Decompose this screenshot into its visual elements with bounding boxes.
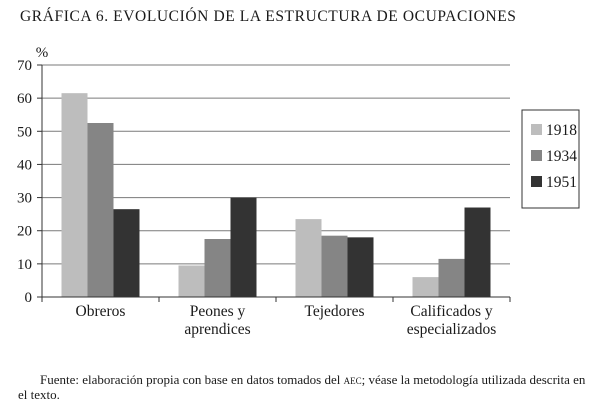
legend: 1918 1934 1951	[521, 109, 580, 209]
y-tick-label: 10	[17, 257, 32, 273]
legend-label: 1951	[546, 174, 577, 191]
legend-swatch	[531, 124, 542, 135]
bar	[438, 258, 465, 297]
category-label: Peones y	[190, 303, 246, 320]
category-label: Obreros	[76, 303, 126, 320]
bar	[230, 197, 257, 297]
bar	[321, 235, 348, 297]
bar	[87, 123, 114, 297]
gridlines	[42, 64, 510, 265]
y-tick-label: 0	[25, 290, 33, 306]
chart-title: GRÁFICA 6. EVOLUCIÓN DE LA ESTRUCTURA DE…	[20, 8, 517, 25]
bar	[61, 93, 88, 298]
source-abbr: aec	[343, 372, 362, 387]
source-prefix: Fuente: elaboración propia con base en d…	[40, 372, 344, 387]
legend-swatch	[531, 150, 542, 161]
bar	[412, 277, 439, 297]
y-tick-labels: 0 10 20 30 40 50 60 70	[17, 58, 32, 306]
axes	[37, 64, 511, 302]
bar	[178, 265, 205, 297]
bar-chart: 0 10 20 30 40 50 60 70 % Obreros Peones yaprendi…	[17, 45, 580, 338]
category-label: aprendices	[184, 321, 250, 338]
bar	[464, 207, 491, 297]
bars	[61, 93, 491, 298]
bar	[204, 239, 231, 297]
category-label: Tejedores	[304, 303, 364, 320]
category-label: Calificados y	[410, 303, 492, 320]
legend-label: 1918	[546, 122, 577, 139]
bar	[347, 237, 374, 297]
y-tick-label: 20	[17, 224, 32, 240]
y-axis-label: %	[36, 45, 49, 61]
legend-swatch	[531, 176, 542, 187]
source-note: Fuente: elaboración propia con base en d…	[18, 372, 588, 402]
category-label: especializados	[407, 321, 497, 338]
y-tick-label: 30	[17, 191, 32, 207]
y-tick-label: 50	[17, 124, 32, 140]
y-tick-label: 70	[17, 58, 32, 74]
y-tick-label: 40	[17, 157, 32, 173]
source-suffix: ; véase la metodología utilizada descrit…	[18, 372, 586, 402]
bar	[295, 219, 322, 297]
bar	[113, 209, 140, 297]
legend-label: 1934	[546, 148, 577, 165]
y-tick-label: 60	[17, 91, 32, 107]
